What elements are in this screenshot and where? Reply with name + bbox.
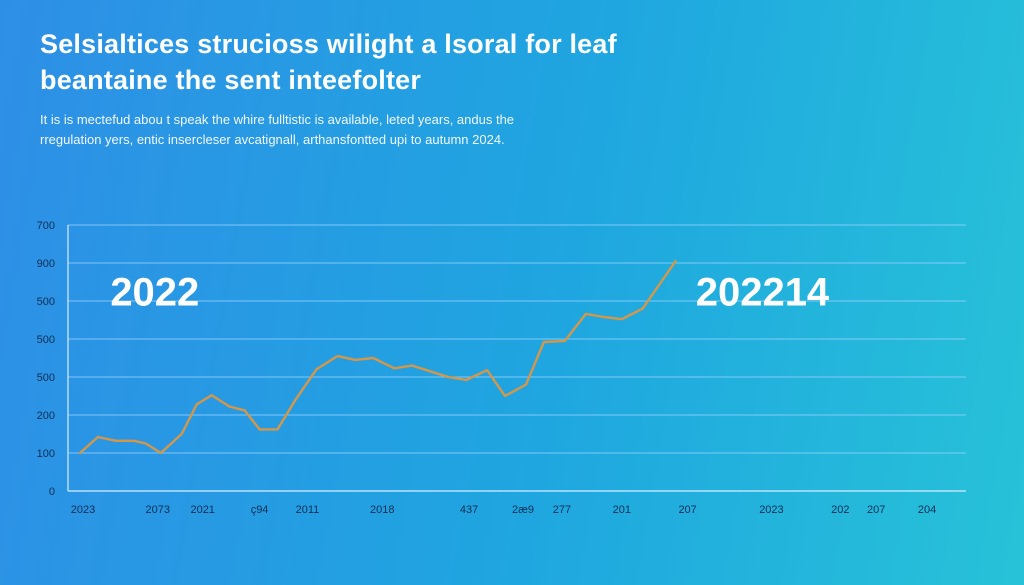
chart-title: Selsialtices strucioss wilight a lsoral …	[40, 26, 740, 98]
x-tick-label: 2æ9	[512, 504, 534, 516]
y-tick-label: 100	[37, 448, 55, 460]
x-tick-label: 2021	[190, 504, 214, 516]
y-tick-label: 700	[37, 220, 55, 232]
title-line-2: beantaine the sent inteefolter	[40, 65, 422, 95]
y-tick-label: 500	[37, 372, 55, 384]
x-tick-label: ç94	[251, 504, 269, 516]
x-tick-label: 2018	[370, 504, 394, 516]
x-tick-label: 204	[918, 504, 936, 516]
annotation-label-1: 2022	[110, 271, 199, 315]
y-tick-label: 900	[37, 258, 55, 270]
y-tick-label: 0	[49, 486, 55, 498]
subtitle-line-2: rregulation yers, entic insercleser avca…	[40, 132, 505, 147]
x-tick-label: 277	[553, 504, 571, 516]
x-tick-label: 2073	[146, 504, 170, 516]
x-tick-label: 2023	[71, 504, 95, 516]
x-tick-label: 437	[460, 504, 478, 516]
annotation-label-2: 202214	[696, 271, 830, 315]
title-line-1: Selsialtices strucioss wilight a lsoral …	[40, 29, 617, 59]
y-tick-label: 500	[37, 296, 55, 308]
x-tick-label: 2023	[759, 504, 783, 516]
x-tick-label: 207	[867, 504, 885, 516]
x-tick-label: 207	[678, 504, 696, 516]
y-tick-label: 200	[37, 410, 55, 422]
x-tick-label: 2011	[296, 504, 320, 516]
series-line-1	[78, 259, 677, 455]
x-tick-label: 201	[613, 504, 631, 516]
x-tick-label: 202	[831, 504, 849, 516]
chart-subtitle: It is is mectefud abou t speak the whire…	[40, 110, 600, 150]
y-tick-label: 500	[37, 334, 55, 346]
subtitle-line-1: It is is mectefud abou t speak the whire…	[40, 112, 515, 127]
